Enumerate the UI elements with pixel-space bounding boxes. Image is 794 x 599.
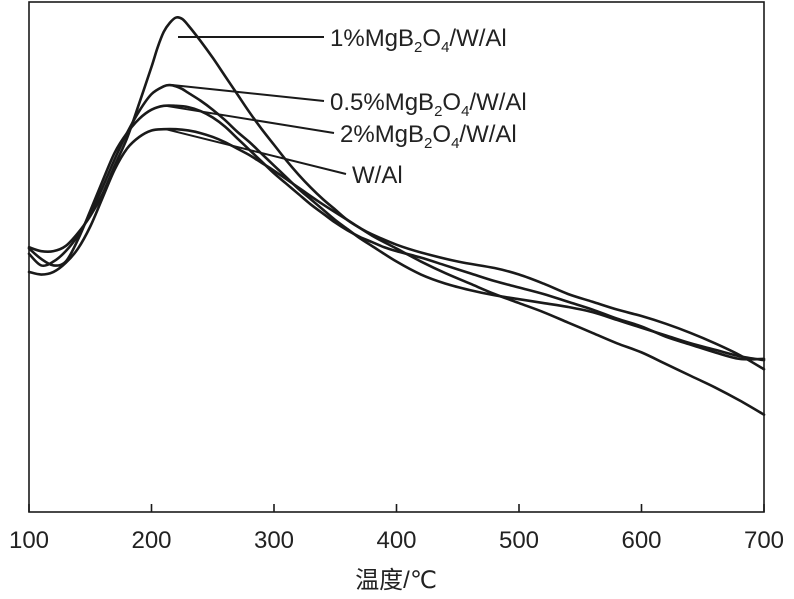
series-lines [27, 16, 766, 416]
x-tick-label-400: 400 [376, 527, 416, 554]
x-tick-label-200: 200 [131, 527, 171, 554]
plot-frame [28, 1, 765, 513]
x-axis-tick-labels: 100 200 300 400 500 600 700 [9, 527, 784, 554]
legend-label-2: 2%MgB2O4/W/Al [340, 121, 517, 152]
x-tick-label-100: 100 [9, 527, 49, 554]
series-line-0 [27, 16, 766, 371]
x-tick-label-700: 700 [744, 527, 784, 554]
x-tick-label-500: 500 [499, 527, 539, 554]
x-tick-label-600: 600 [621, 527, 661, 554]
leader-line-2 [165, 104, 335, 134]
legend-label-3: W/Al [352, 162, 403, 189]
x-axis-title: 温度/℃ [355, 567, 437, 594]
series-line-3 [27, 127, 766, 416]
leader-line-3 [165, 128, 347, 175]
legend-label-1: 0.5%MgB2O4/W/Al [330, 89, 527, 120]
series-line-2 [27, 104, 766, 361]
legend-label-0: 1%MgB2O4/W/Al [330, 25, 507, 56]
legend-leader-lines [165, 36, 347, 175]
legend-labels: 1%MgB2O4/W/Al 0.5%MgB2O4/W/Al2%MgB2O4/W/A… [330, 25, 527, 189]
x-axis-ticks [28, 504, 765, 512]
leader-line-1 [171, 84, 325, 102]
x-tick-label-300: 300 [254, 527, 294, 554]
